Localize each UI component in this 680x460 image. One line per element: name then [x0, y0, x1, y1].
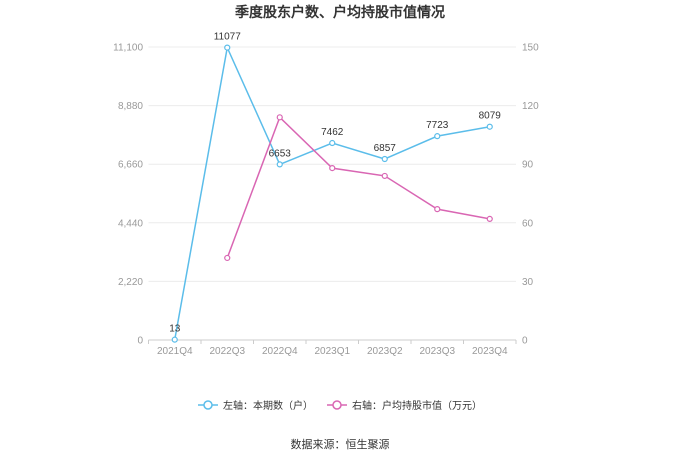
- data-point: [329, 165, 336, 172]
- data-point: [486, 215, 493, 222]
- right-y-tick-label: 30: [522, 277, 534, 288]
- data-point: [381, 155, 388, 163]
- x-tick-label: 2023Q2: [367, 346, 403, 357]
- left-y-tick-label: 2,220: [118, 277, 143, 288]
- data-point: [434, 206, 441, 213]
- legend-label: 左轴：本期数（户）: [223, 401, 313, 412]
- data-point: [171, 336, 178, 343]
- data-label: 11077: [214, 32, 242, 43]
- grid-lines: [148, 46, 516, 282]
- x-axis: 2021Q4 2022Q3 2022Q4 2023Q1 2023Q2 2023Q3 2023…: [148, 339, 517, 357]
- x-tick-label: 2021Q4: [157, 346, 193, 357]
- right-y-axis: 0 30 60 90 120 150: [522, 43, 539, 347]
- data-label: 6857: [374, 143, 397, 154]
- left-y-tick-label: 8,880: [118, 101, 143, 112]
- data-label: 7462: [321, 127, 344, 138]
- data-label: 6653: [269, 148, 292, 159]
- x-tick-label: 2022Q4: [262, 346, 298, 357]
- left-y-axis: 0 2,220 4,440 6,660 8,880 11,100: [113, 43, 143, 347]
- right-y-tick-label: 120: [522, 101, 539, 112]
- legend-line-circle-icon: [198, 399, 218, 410]
- data-point: [486, 123, 493, 130]
- data-point: [329, 139, 336, 147]
- data-source-note: 数据来源：恒生聚源: [290, 439, 390, 451]
- left-y-tick-label: 6,660: [118, 160, 143, 171]
- right-y-tick-label: 0: [522, 336, 528, 347]
- series-line: [226, 115, 490, 259]
- data-point: [276, 114, 283, 121]
- right-y-tick-label: 90: [522, 160, 534, 171]
- right-y-tick-label: 150: [522, 43, 539, 54]
- left-y-tick-label: 0: [137, 336, 143, 347]
- data-point: [224, 254, 231, 262]
- x-tick-label: 2022Q3: [209, 346, 245, 357]
- x-tick-label: 2023Q3: [419, 346, 455, 357]
- left-y-tick-label: 11,100: [113, 43, 143, 54]
- data-point: [224, 44, 231, 51]
- x-tick-label: 2023Q1: [314, 346, 350, 357]
- legend: 左轴：本期数（户） 右轴：户均持股市值（万元）: [0, 397, 680, 412]
- series-layer: 13 11077 6653 7462 6857 7723 8079: [169, 32, 501, 343]
- chart-title: 季度股东户数、户均持股市值情况: [234, 4, 445, 20]
- data-point: [381, 172, 388, 180]
- data-point: [434, 133, 441, 140]
- series-avg-holding-value: [224, 114, 493, 262]
- right-y-tick-label: 60: [522, 218, 534, 229]
- legend-item-shareholders[interactable]: 左轴：本期数（户）: [198, 397, 313, 412]
- legend-label: 右轴：户均持股市值（万元）: [352, 401, 482, 412]
- legend-item-avg-holding-value[interactable]: 右轴：户均持股市值（万元）: [327, 397, 482, 412]
- legend-line-circle-icon: [327, 399, 347, 410]
- left-y-tick-label: 4,440: [118, 218, 143, 229]
- data-label: 7723: [426, 120, 449, 131]
- data-label: 13: [169, 324, 181, 335]
- data-label: 8079: [479, 111, 502, 122]
- series-shareholder-count: 13 11077 6653 7462 6857 7723 8079: [169, 32, 501, 343]
- series-line: [174, 45, 490, 340]
- x-tick-label: 2023Q4: [472, 346, 508, 357]
- data-point: [276, 161, 283, 168]
